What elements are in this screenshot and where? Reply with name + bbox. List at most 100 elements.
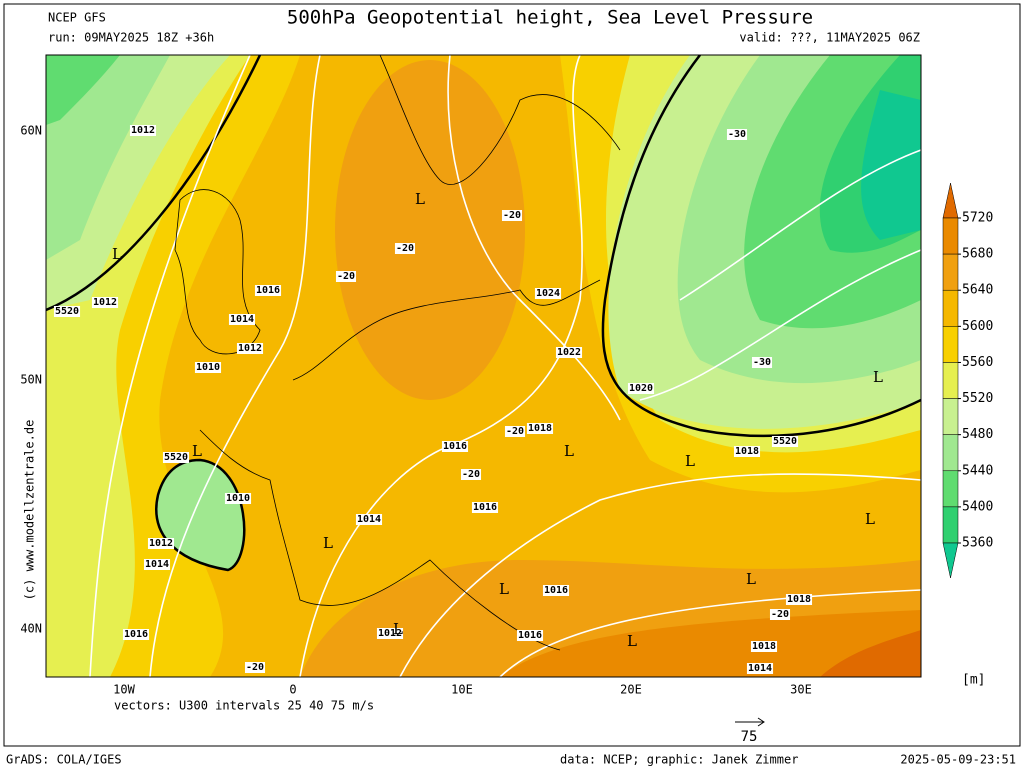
low-marker: L — [685, 452, 695, 470]
pressure-label: 1016 — [518, 630, 542, 641]
colorbar-label: 5480 — [962, 427, 993, 442]
pressure-label-box — [254, 285, 282, 296]
pressure-label-box — [236, 343, 264, 354]
pressure-label-box — [194, 362, 222, 373]
scale-arrow-label: 75 — [741, 729, 758, 745]
colorbar-swatch — [942, 398, 959, 435]
pressure-label-box — [224, 493, 252, 504]
pressure-label-box — [542, 585, 570, 596]
footer-left: GrADS: COLA/IGES — [6, 753, 122, 767]
temperature-label: -30 — [753, 357, 771, 368]
colorbar-label: 5560 — [962, 355, 993, 370]
temperature-label: -20 — [246, 662, 264, 673]
pressure-label: 1014 — [145, 559, 169, 570]
lat-label: 50N — [20, 373, 42, 387]
low-marker: L — [323, 534, 333, 552]
colorbar-label: 5640 — [962, 283, 993, 298]
map-field — [46, 55, 921, 677]
pressure-label: 1012 — [93, 297, 117, 308]
pressure-label-box — [534, 288, 562, 299]
pressure-label: 1018 — [787, 594, 811, 605]
pressure-label: 1016 — [124, 629, 148, 640]
temperature-label-box — [335, 271, 357, 282]
pressure-label-box — [143, 559, 171, 570]
low-marker: L — [192, 442, 202, 460]
temperature-label: -20 — [462, 469, 480, 480]
height-label-box — [771, 436, 799, 447]
pressure-label: 1014 — [230, 314, 254, 325]
height-label-box — [53, 306, 81, 317]
colorbar-swatch — [942, 253, 959, 291]
pressure-label: 1016 — [473, 502, 497, 513]
footer-credit: data: NCEP; graphic: Janek Zimmer — [560, 753, 798, 767]
colorbar-swatch — [942, 289, 959, 327]
height-label-box — [162, 452, 190, 463]
map-frame — [45, 54, 922, 678]
title: 500hPa Geopotential height, Sea Level Pr… — [287, 7, 813, 29]
colorbar-label: 5360 — [962, 536, 993, 551]
pressure-label-box — [129, 125, 157, 136]
low-marker: L — [564, 442, 574, 460]
temperature-label-box — [460, 469, 482, 480]
lon-label: 0 — [289, 683, 296, 697]
pressure-label: 1024 — [536, 288, 560, 299]
colorbar-swatch — [942, 217, 959, 255]
temperature-label: -20 — [337, 271, 355, 282]
pressure-label-box — [122, 629, 150, 640]
colorbar-label: 5520 — [962, 391, 993, 406]
height-label: 5520 — [55, 306, 79, 317]
colorbar-label: 5680 — [962, 247, 993, 262]
model-name: NCEP GFS — [48, 11, 106, 25]
pressure-label-box — [441, 441, 469, 452]
pressure-label-box — [555, 347, 583, 358]
low-marker: L — [393, 620, 403, 638]
temperature-label: -20 — [506, 426, 524, 437]
low-marker: L — [873, 368, 883, 386]
low-marker: L — [865, 510, 875, 528]
pressure-label-box — [376, 628, 404, 639]
run-info: run: 09MAY2025 18Z +36h — [48, 31, 214, 45]
colorbar-top — [942, 182, 959, 219]
pressure-label: 1014 — [748, 663, 772, 674]
pressure-label: 1014 — [357, 514, 381, 525]
pressure-label-box — [526, 423, 554, 434]
watermark: (c) www.modellzentrale.de — [23, 420, 37, 601]
temperature-label-box — [501, 210, 523, 221]
low-marker: L — [627, 632, 637, 650]
low-marker: L — [746, 570, 756, 588]
vectors-note: vectors: U300 intervals 25 40 75 m/s — [114, 699, 374, 713]
pressure-label-box — [228, 314, 256, 325]
temperature-label: -20 — [503, 210, 521, 221]
pressure-label: 1012 — [378, 628, 402, 639]
colorbar-label: 5400 — [962, 499, 993, 514]
temperature-label-box — [769, 609, 791, 620]
lon-label: 30E — [790, 683, 812, 697]
pressure-label-box — [471, 502, 499, 513]
pressure-label: 1016 — [443, 441, 467, 452]
lon-label: 10E — [451, 683, 473, 697]
footer-timestamp: 2025-05-09-23:51 — [900, 753, 1016, 767]
temperature-label-box — [751, 357, 773, 368]
pressure-label: 1020 — [629, 383, 653, 394]
pressure-label-box — [627, 383, 655, 394]
pressure-label: 1010 — [196, 362, 220, 373]
lat-label: 60N — [20, 124, 42, 138]
outer-frame — [3, 3, 1021, 747]
pressure-label: 1012 — [131, 125, 155, 136]
colorbar-bottom — [942, 542, 959, 579]
pressure-label-box — [733, 446, 761, 457]
pressure-label: 1016 — [544, 585, 568, 596]
pressure-label: 1012 — [238, 343, 262, 354]
lon-label: 20E — [620, 683, 642, 697]
pressure-label: 1022 — [557, 347, 581, 358]
lat-label: 40N — [20, 622, 42, 636]
scale-arrow-head — [757, 717, 765, 727]
colorbar-label: 5720 — [962, 211, 993, 226]
temperature-label-box — [504, 426, 526, 437]
colorbar-label: 5440 — [962, 463, 993, 478]
pressure-label: 1018 — [752, 641, 776, 652]
temperature-label-box — [726, 129, 748, 140]
low-marker: L — [499, 580, 509, 598]
pressure-label: 1018 — [735, 446, 759, 457]
